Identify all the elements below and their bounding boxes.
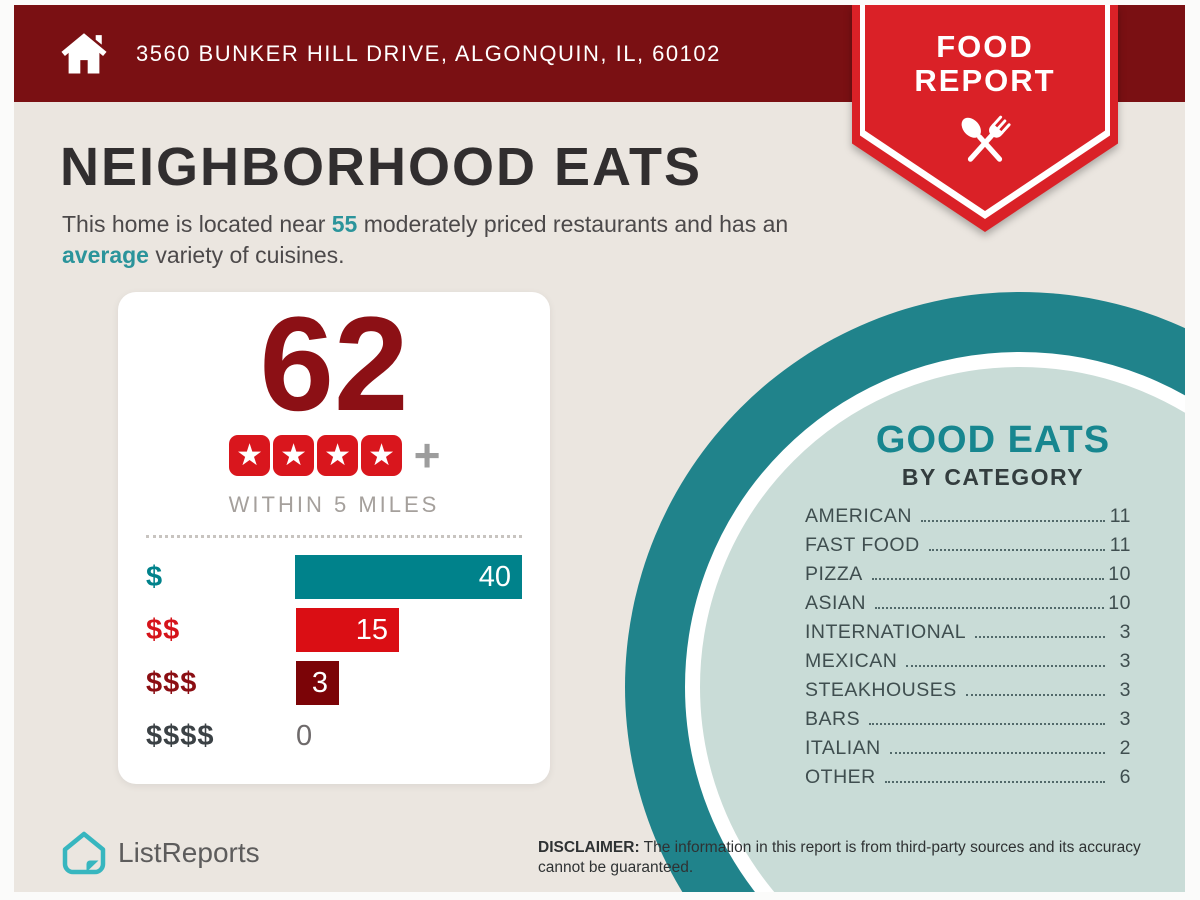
category-row: MEXICAN 3: [805, 650, 1131, 679]
category-row: ITALIAN 2: [805, 737, 1131, 766]
price-bar-row: $$ 15: [146, 608, 522, 652]
spoon-fork-icon: [961, 115, 1011, 162]
category-count: 3: [1119, 621, 1131, 643]
price-bar-chart: $40 $$ 15 $$$ 3 $$$$ 0: [146, 555, 522, 767]
category-row: OTHER 6: [805, 766, 1131, 795]
category-row: STEAKHOUSES 3: [805, 679, 1131, 708]
listreports-icon: [62, 831, 106, 875]
good-eats-title: GOOD EATS: [875, 419, 1111, 461]
category-name: ASIAN: [805, 592, 867, 614]
category-name: OTHER: [805, 766, 876, 788]
dotted-leader: [875, 607, 1105, 609]
price-tier-label: $$: [146, 613, 181, 646]
score-card: 62 ★ ★ ★ ★ + WITHIN 5 MILES $40 $$ 15 $$$ 3 $$$$ 0: [118, 292, 550, 784]
category-count: 11: [1109, 534, 1131, 556]
plus-icon: +: [413, 429, 441, 481]
price-bar: 40: [295, 555, 522, 599]
listreports-logo: ListReports: [60, 829, 260, 877]
category-name: BARS: [805, 708, 861, 730]
category-list: AMERICAN 11 FAST FOOD 11 PIZZA 10 ASIAN 10 INTER…: [805, 505, 1131, 795]
disclaimer-text: The information in this report is from t…: [538, 839, 1141, 876]
disclaimer: DISCLAIMER: The information in this repo…: [538, 838, 1170, 878]
category-count: 3: [1119, 650, 1131, 672]
dotted-leader: [975, 636, 1105, 638]
star-icon: ★: [273, 435, 315, 476]
price-bar: 15: [296, 608, 399, 652]
category-name: AMERICAN: [805, 505, 912, 527]
category-name: FAST FOOD: [805, 534, 920, 556]
dotted-leader: [965, 694, 1105, 696]
ribbon-title-food: FOOD: [936, 29, 1034, 64]
food-report-ribbon: FOOD REPORT: [852, 5, 1118, 232]
dotted-leader: [906, 665, 1105, 667]
subtitle-text: This home is located near: [62, 211, 332, 237]
dotted-leader: [889, 752, 1105, 754]
page-subtitle: This home is located near 55 moderately …: [62, 209, 852, 271]
price-bar-row: $$$ 3: [146, 661, 522, 705]
star-rating: ★ ★ ★ ★ +: [118, 429, 550, 481]
category-count: 10: [1108, 592, 1131, 614]
dotted-divider: [146, 535, 522, 538]
subtitle-text: moderately priced restaurants and has an: [357, 211, 789, 237]
ribbon-content: FOOD REPORT: [852, 5, 1118, 232]
dotted-leader: [884, 781, 1105, 783]
good-eats-header: GOOD EATS BY CATEGORY: [793, 419, 1185, 491]
category-name: ITALIAN: [805, 737, 881, 759]
report-canvas: 3560 BUNKER HILL DRIVE, ALGONQUIN, IL, 6…: [14, 5, 1185, 892]
dotted-leader: [871, 578, 1105, 580]
category-row: BARS 3: [805, 708, 1131, 737]
home-icon: [61, 32, 107, 73]
star-icon: ★: [317, 435, 359, 476]
page-title: NEIGHBORHOOD EATS: [60, 137, 703, 197]
category-count: 2: [1119, 737, 1131, 759]
category-count: 10: [1108, 563, 1131, 585]
subtitle-accent: 55: [331, 211, 358, 237]
disclaimer-label: DISCLAIMER:: [538, 839, 640, 856]
dotted-leader: [869, 723, 1105, 725]
price-bar-row: $40: [146, 555, 522, 599]
category-row: PIZZA 10: [805, 563, 1131, 592]
price-bar: 0: [296, 719, 313, 752]
subtitle-accent: average: [62, 242, 149, 268]
price-tier-label: $: [146, 560, 164, 593]
restaurant-score: 62: [259, 290, 409, 439]
ribbon-title-report: REPORT: [914, 63, 1056, 98]
category-row: FAST FOOD 11: [805, 534, 1131, 563]
category-count: 11: [1109, 505, 1131, 527]
category-name: STEAKHOUSES: [805, 679, 957, 701]
price-tier-label: $$$: [146, 666, 198, 699]
category-count: 3: [1119, 708, 1131, 730]
good-eats-subtitle: BY CATEGORY: [901, 464, 1085, 490]
category-name: INTERNATIONAL: [805, 621, 967, 643]
brand-name: ListReports: [118, 837, 260, 868]
subtitle-text: variety of cuisines.: [148, 242, 345, 268]
dotted-leader: [928, 549, 1105, 551]
price-bar-row: $$$$ 0: [146, 714, 522, 758]
dotted-leader: [920, 520, 1105, 522]
category-count: 6: [1119, 766, 1131, 788]
category-name: PIZZA: [805, 563, 863, 585]
category-row: ASIAN 10: [805, 592, 1131, 621]
radius-label: WITHIN 5 MILES: [228, 492, 440, 517]
star-icon: ★: [361, 435, 403, 476]
category-row: INTERNATIONAL 3: [805, 621, 1131, 650]
star-icon: ★: [229, 435, 271, 476]
property-address: 3560 BUNKER HILL DRIVE, ALGONQUIN, IL, 6…: [136, 40, 721, 66]
price-bar: 3: [296, 661, 339, 705]
category-name: MEXICAN: [805, 650, 898, 672]
category-count: 3: [1119, 679, 1131, 701]
price-tier-label: $$$$: [146, 719, 215, 752]
category-row: AMERICAN 11: [805, 505, 1131, 534]
